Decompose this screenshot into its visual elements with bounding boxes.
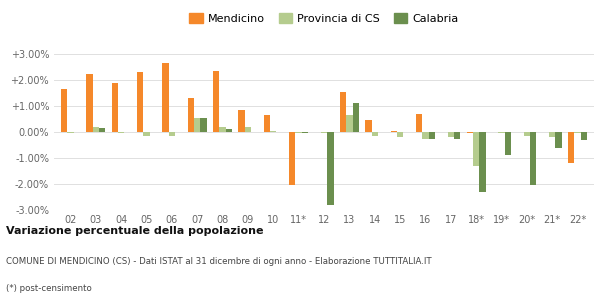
Bar: [574, 132, 581, 133]
Bar: [353, 103, 359, 132]
Bar: [371, 132, 378, 136]
Bar: [92, 127, 99, 132]
Bar: [346, 115, 353, 132]
Bar: [220, 127, 226, 132]
Bar: [422, 132, 428, 139]
Bar: [67, 132, 74, 133]
Text: Variazione percentuale della popolazione: Variazione percentuale della popolazione: [6, 226, 263, 236]
Bar: [473, 132, 479, 166]
Bar: [568, 132, 574, 163]
Bar: [238, 110, 245, 132]
Bar: [213, 71, 220, 132]
Bar: [302, 132, 308, 133]
Bar: [270, 131, 277, 132]
Bar: [428, 132, 435, 139]
Bar: [194, 118, 200, 132]
Bar: [479, 132, 485, 192]
Bar: [226, 129, 232, 132]
Bar: [530, 132, 536, 185]
Bar: [327, 132, 334, 205]
Bar: [391, 131, 397, 132]
Text: COMUNE DI MENDICINO (CS) - Dati ISTAT al 31 dicembre di ogni anno - Elaborazione: COMUNE DI MENDICINO (CS) - Dati ISTAT al…: [6, 257, 431, 266]
Bar: [549, 132, 556, 137]
Bar: [200, 118, 207, 132]
Bar: [169, 132, 175, 136]
Bar: [340, 92, 346, 132]
Bar: [524, 132, 530, 136]
Bar: [188, 98, 194, 132]
Bar: [86, 74, 92, 132]
Bar: [505, 132, 511, 155]
Bar: [264, 115, 270, 132]
Bar: [556, 132, 562, 148]
Bar: [112, 82, 118, 132]
Bar: [61, 89, 67, 132]
Bar: [163, 63, 169, 132]
Text: (*) post-censimento: (*) post-censimento: [6, 284, 92, 293]
Bar: [581, 132, 587, 140]
Bar: [137, 72, 143, 132]
Bar: [321, 132, 327, 133]
Bar: [118, 132, 124, 133]
Bar: [289, 132, 295, 185]
Bar: [467, 132, 473, 133]
Bar: [143, 132, 150, 136]
Bar: [416, 114, 422, 132]
Bar: [295, 132, 302, 133]
Bar: [99, 128, 106, 132]
Legend: Mendicino, Provincia di CS, Calabria: Mendicino, Provincia di CS, Calabria: [190, 13, 458, 23]
Bar: [365, 120, 371, 132]
Bar: [448, 132, 454, 137]
Bar: [245, 127, 251, 132]
Bar: [397, 132, 403, 137]
Bar: [498, 132, 505, 133]
Bar: [454, 132, 460, 139]
